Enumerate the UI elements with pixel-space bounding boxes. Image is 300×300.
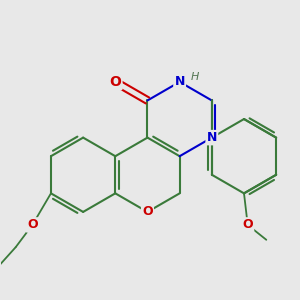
Text: O: O (110, 75, 121, 89)
Text: O: O (27, 218, 38, 231)
Text: N: N (175, 75, 185, 88)
Text: O: O (142, 206, 153, 218)
Text: O: O (242, 218, 253, 231)
Text: H: H (191, 72, 199, 82)
Text: N: N (207, 131, 217, 144)
